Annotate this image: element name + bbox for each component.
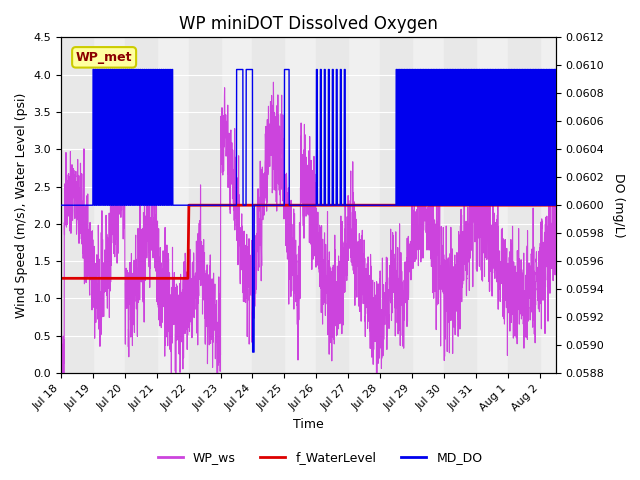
Legend: WP_ws, f_WaterLevel, MD_DO: WP_ws, f_WaterLevel, MD_DO bbox=[152, 446, 488, 469]
Bar bbox=[316, 37, 348, 373]
X-axis label: Time: Time bbox=[293, 419, 324, 432]
Bar bbox=[444, 37, 476, 373]
Text: WP_met: WP_met bbox=[76, 51, 132, 64]
Bar bbox=[61, 37, 93, 373]
Bar bbox=[189, 37, 221, 373]
Title: WP miniDOT Dissolved Oxygen: WP miniDOT Dissolved Oxygen bbox=[179, 15, 438, 33]
Bar bbox=[508, 37, 540, 373]
Bar bbox=[252, 37, 284, 373]
Y-axis label: DO (mg/L): DO (mg/L) bbox=[612, 173, 625, 238]
Y-axis label: Wind Speed (m/s), Water Level (psi): Wind Speed (m/s), Water Level (psi) bbox=[15, 93, 28, 318]
Bar bbox=[380, 37, 412, 373]
Bar bbox=[125, 37, 157, 373]
